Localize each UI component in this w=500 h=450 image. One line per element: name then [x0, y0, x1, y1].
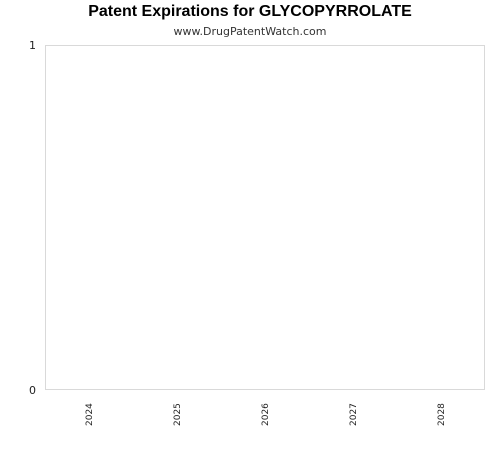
y-axis: 01	[29, 39, 36, 397]
x-tick-label: 2025	[173, 403, 183, 426]
x-tick-label: 2027	[349, 403, 359, 426]
chart-title: Patent Expirations for GLYCOPYRROLATE	[88, 3, 412, 20]
x-tick-label: 2026	[261, 403, 271, 426]
x-axis: 2024 2025 2026 2027 2028	[85, 403, 447, 426]
y-tick-label: 1	[29, 39, 36, 52]
plot-area	[45, 45, 485, 390]
x-tick-label: 2028	[437, 403, 447, 426]
chart-subtitle: www.DrugPatentWatch.com	[173, 25, 327, 38]
x-tick-label: 2024	[85, 403, 95, 426]
y-tick-label: 0	[29, 384, 36, 397]
